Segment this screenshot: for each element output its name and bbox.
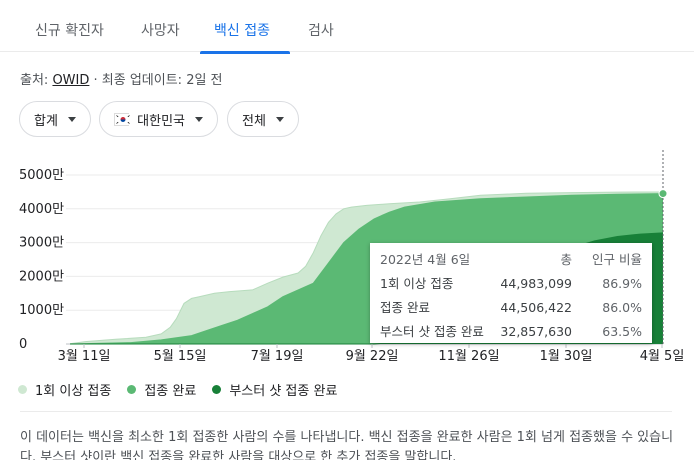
tooltip-row-total: 32,857,630 [500,324,572,339]
tooltip-row: 1회 이상 접종 44,983,099 86.9% [380,272,642,296]
x-tick-label: 3월 11일 [58,349,111,364]
y-tick-label: 2000만 [19,269,64,284]
tooltip-row-pct: 86.9% [602,276,642,291]
x-tick-label: 7월 19일 [251,349,304,364]
country-dropdown[interactable]: 대한민국 [99,101,218,137]
tooltip-row: 접종 완료 44,506,422 86.0% [380,296,642,320]
x-tick-label: 11월 26일 [438,349,499,364]
x-tick-label: 9월 22일 [346,349,399,364]
tooltip-col-total: 총 [560,252,572,267]
legend-dot-icon [212,385,222,394]
y-tick-label: 3000만 [19,236,64,251]
y-tick-label: 1000만 [19,303,64,318]
tooltip-col-pct: 인구 비율 [592,252,642,267]
x-tick-label: 1월 30일 [540,349,593,364]
legend-item-one-dose[interactable]: 1회 이상 접종 [18,380,111,399]
divider [20,411,672,412]
chart-tooltip: 2022년 4월 6일 총 인구 비율 1회 이상 접종 44,983,099 … [370,243,652,343]
y-tick-label: 5000만 [19,168,64,183]
tab-bar: 신규 확진자 사망자 백신 접종 검사 [0,0,694,54]
x-tick-label: 4월 5일 [640,349,685,364]
data-description: 이 데이터는 백신을 최소한 1회 접종한 사람의 수를 나타냅니다. 백신 접… [20,430,674,460]
legend-item-booster[interactable]: 부스터 샷 접종 완료 [212,380,337,399]
legend-label: 1회 이상 접종 [35,384,112,399]
chevron-down-icon [67,116,76,122]
korea-flag-icon [114,112,131,126]
tooltip-row-pct: 86.0% [602,300,642,315]
tab-new-cases[interactable]: 신규 확진자 [35,23,104,39]
tooltip-date: 2022년 4월 6일 [380,252,471,267]
area-one-dose-line [69,191,664,345]
chart-legend: 1회 이상 접종 접종 완료 부스터 샷 접종 완료 [18,380,353,399]
source-link[interactable]: OWID [52,73,90,88]
tooltip-row-label: 1회 이상 접종 [380,276,454,291]
tooltip-row: 부스터 샷 접종 완료 32,857,630 63.5% [380,320,642,344]
legend-item-fully-vaccinated[interactable]: 접종 완료 [127,380,196,399]
country-label: 대한민국 [137,113,185,129]
legend-dot-icon [127,385,137,394]
tooltip-row-label: 접종 완료 [380,300,430,315]
legend-label: 접종 완료 [144,384,197,399]
tab-tests[interactable]: 검사 [308,23,334,39]
tab-vaccination[interactable]: 백신 접종 [214,23,270,39]
y-tick-label: 0 [19,337,27,352]
scope-dropdown[interactable]: 전체 [227,101,299,137]
legend-dot-icon [18,385,27,394]
area-fully-vaccinated-line [69,193,664,345]
x-tick-label: 5월 15일 [154,349,207,364]
tooltip-header: 2022년 4월 6일 총 인구 비율 [380,248,642,272]
hover-dot [658,189,668,199]
tooltip-row-total: 44,983,099 [500,276,572,291]
aggregate-label: 합계 [34,113,58,129]
last-updated: · 최종 업데이트: 2일 전 [89,73,223,88]
scope-label: 전체 [242,113,266,129]
aggregate-dropdown[interactable]: 합계 [19,101,91,137]
source-line: 출처: OWID · 최종 업데이트: 2일 전 [20,69,223,88]
tooltip-row-label: 부스터 샷 접종 완료 [380,324,484,339]
tooltip-row-pct: 63.5% [602,324,642,339]
chevron-down-icon [195,116,203,122]
tab-deaths[interactable]: 사망자 [141,23,180,39]
active-tab-indicator [200,51,290,54]
y-tick-label: 4000만 [19,202,64,217]
tooltip-row-total: 44,506,422 [500,300,572,315]
source-prefix: 출처: [20,73,49,88]
legend-label: 부스터 샷 접종 완료 [229,384,338,399]
chevron-down-icon [275,116,284,122]
